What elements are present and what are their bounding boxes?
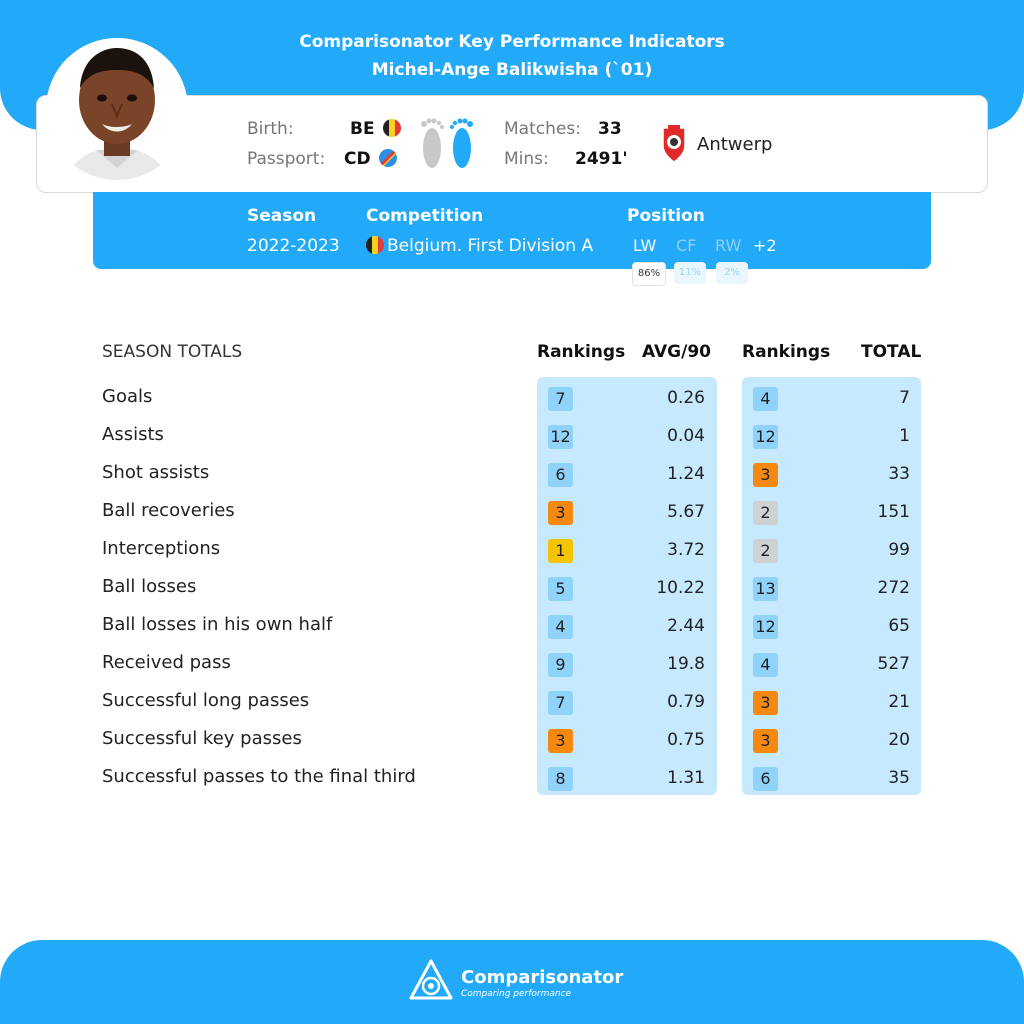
matches-value: 33 [598, 119, 622, 139]
position-tertiary: RW [715, 236, 742, 255]
total-value: 272 [877, 578, 910, 598]
avg-rank-badge: 4 [548, 615, 573, 639]
stat-label: Goals [102, 386, 153, 407]
stat-label: Successful key passes [102, 728, 302, 749]
matches-label: Matches: [504, 119, 581, 139]
player-photo [46, 38, 188, 180]
position-extra-count: +2 [753, 236, 777, 255]
col-avg-rankings: Rankings [537, 342, 626, 362]
avg-rank-badge: 3 [548, 729, 573, 753]
stat-label: Ball losses [102, 576, 197, 597]
footer-tagline: Comparing performance [461, 989, 572, 999]
birth-country: BE [350, 119, 401, 139]
avg-rank-badge: 9 [548, 653, 573, 677]
dr-congo-flag-icon [378, 149, 397, 167]
col-total-rankings: Rankings [742, 342, 831, 362]
comparisonator-logo-icon [408, 958, 454, 1008]
total-value: 20 [888, 730, 910, 750]
total-value: 151 [877, 502, 910, 522]
avg-rank-badge: 7 [548, 691, 573, 715]
stat-label: Ball recoveries [102, 500, 235, 521]
mins-label: Mins: [504, 149, 549, 169]
stat-label: Shot assists [102, 462, 210, 483]
avg-value: 5.67 [667, 502, 705, 522]
birth-label: Birth: [247, 119, 294, 139]
avg-value: 0.26 [667, 388, 705, 408]
position-tertiary-pct: 2% [716, 262, 748, 284]
avg-value: 3.72 [667, 540, 705, 560]
season-value: 2022-2023 [247, 236, 340, 256]
team-name: Antwerp [697, 134, 773, 155]
season-band: Season 2022-2023 Competition Belgium. Fi… [93, 192, 931, 269]
belgium-flag-icon [382, 119, 401, 137]
footer-brand-name: Comparisonator [461, 967, 624, 988]
competition-label: Competition [366, 206, 484, 226]
total-value: 21 [888, 692, 910, 712]
position-label: Position [627, 206, 705, 226]
mins-value: 2491' [575, 149, 628, 169]
report-title: Comparisonator Key Performance Indicator… [299, 32, 725, 52]
stat-label: Received pass [102, 652, 231, 673]
competition-value: Belgium. First Division A [366, 236, 593, 256]
avg-value: 19.8 [667, 654, 705, 674]
birth-country-code: BE [350, 119, 375, 139]
player-name: Michel-Ange Balikwisha (`01) [371, 60, 653, 80]
total-rank-badge: 3 [753, 691, 778, 715]
total-value: 65 [888, 616, 910, 636]
avg-rank-badge: 1 [548, 539, 573, 563]
avg-value: 0.75 [667, 730, 705, 750]
avg-value: 1.24 [667, 464, 705, 484]
avg-rank-badge: 6 [548, 463, 573, 487]
total-rank-badge: 4 [753, 653, 778, 677]
passport-label: Passport: [247, 149, 326, 169]
competition-name: Belgium. First Division A [387, 236, 594, 256]
footer-band [0, 940, 1024, 1024]
total-rank-badge: 13 [753, 577, 778, 601]
total-value: 35 [888, 768, 910, 788]
total-value: 33 [888, 464, 910, 484]
avg-rank-badge: 3 [548, 501, 573, 525]
passport-country: CD [344, 149, 397, 169]
avg-value: 0.79 [667, 692, 705, 712]
col-total: TOTAL [861, 342, 922, 362]
avg-rank-badge: 12 [548, 425, 573, 449]
total-rank-badge: 3 [753, 463, 778, 487]
avg-rank-badge: 8 [548, 767, 573, 791]
season-totals-heading: SEASON TOTALS [102, 342, 243, 362]
total-value: 99 [888, 540, 910, 560]
stat-label: Ball losses in his own half [102, 614, 333, 635]
position-primary-pct: 86% [632, 262, 666, 286]
stat-label: Interceptions [102, 538, 221, 559]
avg-value: 10.22 [656, 578, 705, 598]
total-rank-badge: 2 [753, 501, 778, 525]
total-rank-badge: 12 [753, 425, 778, 449]
stat-label: Successful passes to the final third [102, 766, 416, 787]
avg-value: 2.44 [667, 616, 705, 636]
stat-label: Successful long passes [102, 690, 310, 711]
season-label: Season [247, 206, 317, 226]
total-rank-badge: 2 [753, 539, 778, 563]
position-primary: LW [633, 236, 657, 255]
total-rank-badge: 4 [753, 387, 778, 411]
position-secondary-pct: 11% [674, 262, 706, 284]
col-avg90: AVG/90 [642, 342, 711, 362]
passport-country-code: CD [344, 149, 371, 169]
preferred-foot-icon [418, 112, 478, 178]
total-rank-badge: 3 [753, 729, 778, 753]
total-rank-badge: 12 [753, 615, 778, 639]
total-rank-badge: 6 [753, 767, 778, 791]
avg-value: 0.04 [667, 426, 705, 446]
page-title: Comparisonator Key Performance Indicator… [0, 28, 1024, 84]
team-logo-icon [660, 124, 688, 168]
avg-rank-badge: 7 [548, 387, 573, 411]
total-value: 1 [899, 426, 910, 446]
position-secondary: CF [676, 236, 697, 255]
avg-value: 1.31 [667, 768, 705, 788]
stat-label: Assists [102, 424, 164, 445]
total-value: 7 [899, 388, 910, 408]
belgium-flag-icon [366, 236, 384, 254]
avg-rank-badge: 5 [548, 577, 573, 601]
total-value: 527 [877, 654, 910, 674]
